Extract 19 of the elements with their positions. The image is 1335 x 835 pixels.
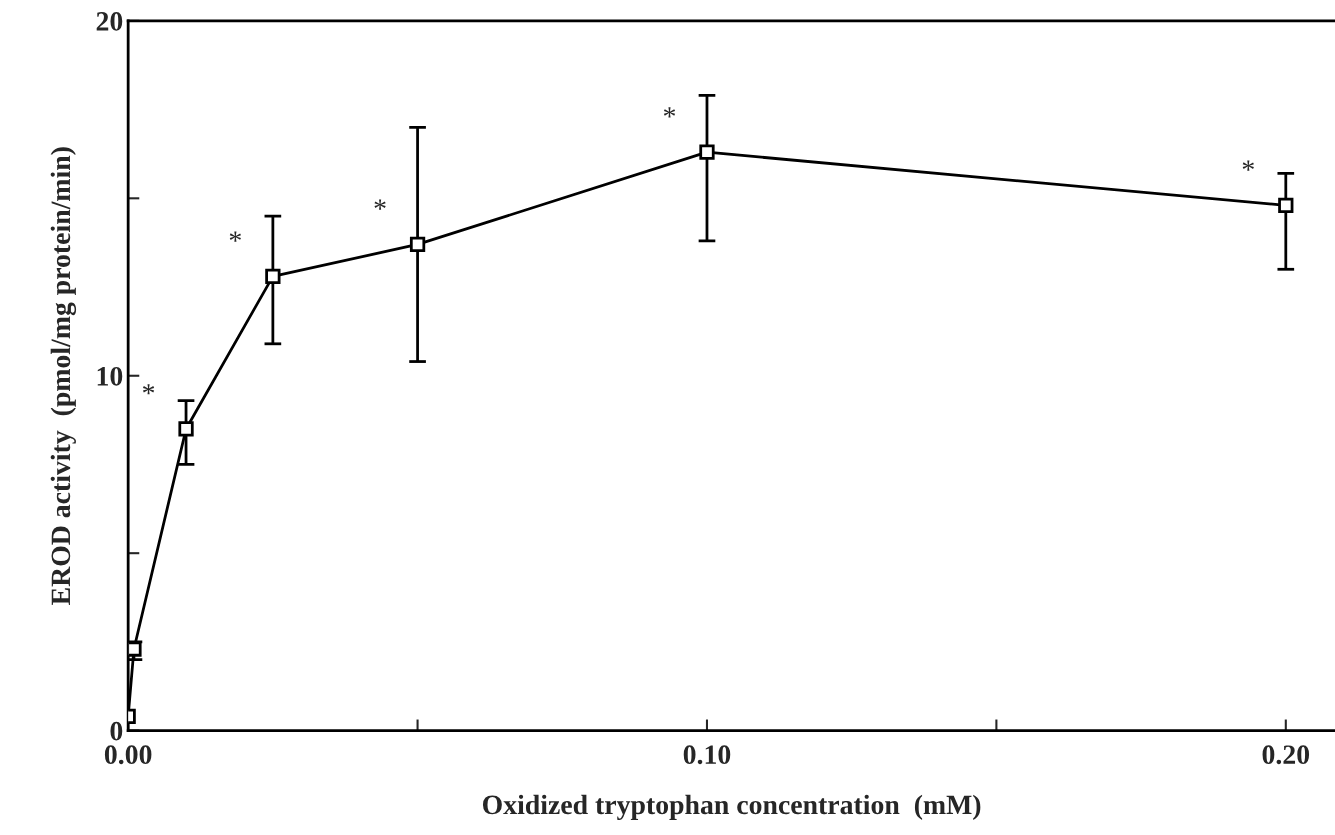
x-tick-label: 0.10 — [683, 745, 731, 765]
y-axis-title: EROD activity (pmol/mg protein/min) — [50, 147, 77, 605]
y-tick-label: 20 — [96, 12, 123, 31]
point — [128, 641, 142, 657]
y-tick-label: 10 — [97, 366, 123, 386]
y-tick-label: 0 — [110, 721, 123, 741]
annotation: * — [1242, 160, 1254, 171]
annotation: * — [663, 107, 676, 118]
point — [178, 421, 194, 437]
point — [1278, 197, 1294, 214]
point — [265, 268, 281, 285]
point — [409, 236, 426, 253]
annotation: * — [142, 384, 155, 395]
x-tick-label: 0.00 — [104, 745, 152, 765]
x-tick-label: 0.20 — [1262, 745, 1310, 765]
x-axis-title: Oxidized tryptophan concentration (mM) — [482, 794, 981, 820]
annotation: * — [374, 199, 386, 210]
point — [699, 144, 715, 160]
annotation: * — [229, 231, 241, 242]
